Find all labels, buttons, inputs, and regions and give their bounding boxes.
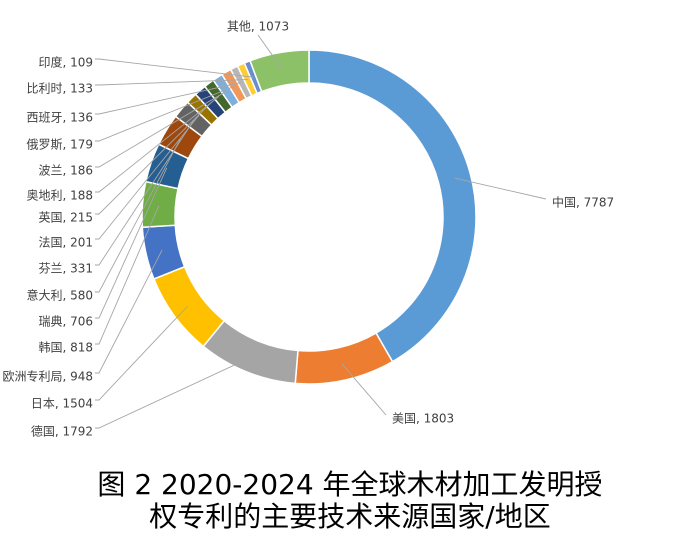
slice-label-17: 其他, 1073 (227, 20, 289, 34)
donut-slice-3 (152, 265, 226, 348)
leader-line-10 (95, 102, 212, 215)
leader-line-1 (341, 363, 387, 416)
slice-label-12: 波兰, 186 (38, 164, 93, 178)
leader-line-3 (95, 305, 188, 401)
leader-lines (95, 34, 547, 429)
slice-label-2: 德国, 1792 (31, 424, 93, 439)
leader-line-14 (95, 82, 242, 115)
donut-slice-1 (294, 332, 394, 385)
slice-label-10: 英国, 215 (38, 211, 93, 225)
leader-line-16 (95, 58, 254, 78)
leader-line-7 (95, 138, 181, 293)
slice-label-15: 比利时, 133 (26, 82, 93, 96)
slice-label-13: 俄罗斯, 179 (26, 138, 93, 152)
leader-line-12 (95, 90, 227, 168)
leader-line-17 (257, 34, 283, 70)
slice-label-16: 印度, 109 (38, 55, 93, 70)
leader-line-6 (95, 167, 168, 319)
slice-label-8: 芬兰, 331 (38, 262, 93, 276)
donut-slice-0 (308, 49, 477, 363)
slice-label-14: 西班牙, 136 (26, 111, 93, 125)
chart-title-line-2: 权专利的主要技术来源国家/地区 (149, 500, 551, 533)
slice-labels: 中国, 7787 美国, 1803 德国, 1792 日本, 1504 欧洲专利局, 9… (2, 20, 614, 439)
slice-label-4: 欧洲专利局, 948 (2, 369, 93, 384)
donut-slice-5 (141, 180, 179, 229)
leader-line-8 (95, 119, 195, 266)
donut-slice-17 (249, 49, 310, 93)
chart-title-line-1: 图 2 2020-2024 年全球木材加工发明授 (97, 468, 603, 501)
donut-slice-2 (202, 319, 299, 385)
slice-label-11: 奥地利, 188 (26, 189, 93, 203)
leader-line-9 (95, 109, 204, 240)
donut-chart: 中国, 7787 美国, 1803 德国, 1792 日本, 1504 欧洲专利局, 9… (2, 20, 614, 439)
leader-line-11 (95, 96, 220, 193)
slice-label-9: 法国, 201 (38, 236, 93, 250)
slice-label-1: 美国, 1803 (392, 412, 454, 426)
slice-label-6: 瑞典, 706 (38, 315, 93, 329)
leader-line-13 (95, 85, 235, 142)
leader-line-0 (454, 177, 547, 200)
leader-line-5 (95, 205, 160, 345)
slice-label-3: 日本, 1504 (31, 397, 93, 411)
leader-line-15 (95, 79, 248, 86)
leader-line-4 (95, 249, 163, 374)
slice-label-0: 中国, 7787 (552, 195, 614, 210)
leader-line-2 (95, 356, 253, 429)
slice-label-7: 意大利, 580 (26, 288, 93, 303)
donut-slices (141, 49, 477, 385)
slice-label-5: 韩国, 818 (38, 340, 93, 355)
